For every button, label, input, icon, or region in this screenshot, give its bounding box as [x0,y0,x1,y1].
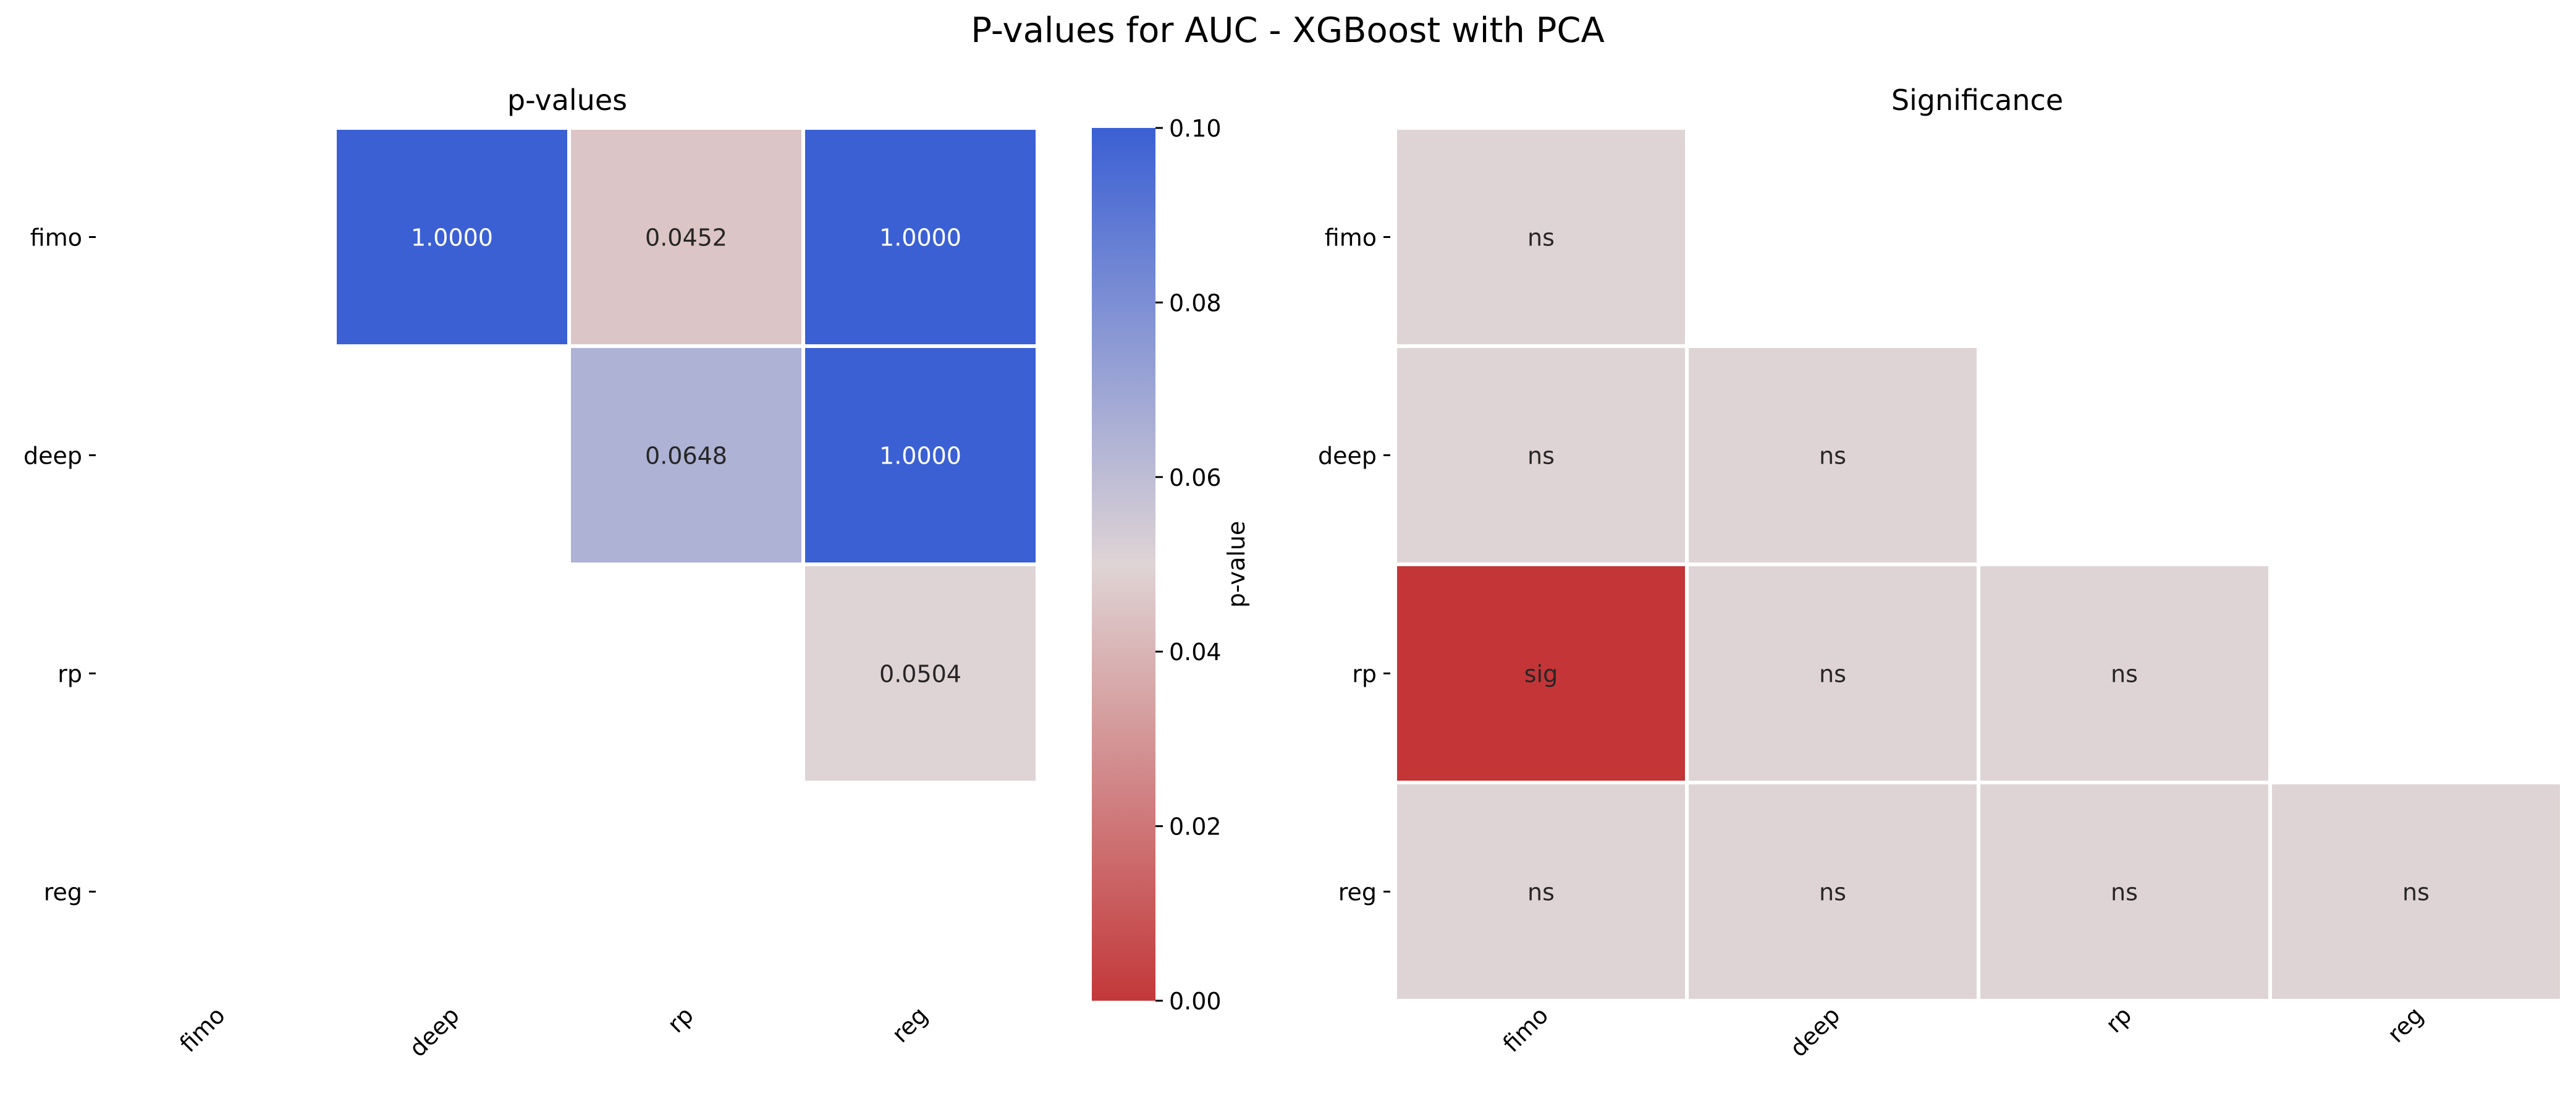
heatmap-cell [1685,562,1980,784]
colorbar-tick-label: 0.04 [1169,639,1222,666]
cell-label: 1.0000 [879,224,961,252]
y-tick-label: rp [57,661,82,688]
cell-label: ns [1819,879,1846,906]
cell-label: ns [2402,879,2430,906]
heatmap-cell [1685,781,1980,1003]
x-tick-label: fimo [174,1001,230,1058]
colorbar-tick-label: 0.10 [1169,115,1222,142]
cell-label: ns [1527,224,1555,252]
cell-label: ns [2111,879,2138,906]
heatmap-cell [1977,781,2272,1003]
colorbar-tick-label: 0.02 [1169,813,1222,841]
significance-heatmap-title: Significance [1891,83,2063,117]
x-tick-label: reg [887,1001,933,1048]
heatmap-cell [1685,344,1980,566]
cell-label: 1.0000 [411,224,493,252]
heatmap-cell [567,126,805,348]
colorbar-tick-label: 0.08 [1169,289,1222,316]
x-tick-label: deep [1784,1001,1845,1062]
colorbar-label: p-value [1223,521,1250,608]
pvalue-heatmap-title: p-values [507,83,627,117]
y-tick-label: deep [23,443,82,470]
significance-heatmap: Significance ns ns ns sig ns ns ns ns ns ns fimo d… [1318,83,2564,1063]
y-tick-label: reg [44,879,82,906]
y-tick-label: deep [1318,443,1377,470]
cell-label: 0.0452 [645,224,727,252]
heatmap-cell [2268,781,2564,1003]
cell-label: ns [1527,879,1555,906]
x-tick-label: reg [2382,1001,2428,1048]
heatmap-cell [1977,562,2272,784]
cell-label: 0.0648 [645,443,727,470]
pvalue-heatmap: p-values 1.0000 0.0452 1.0000 0.0648 1.0000 0… [23,83,1039,1063]
x-tick-label: fimo [1498,1001,1554,1058]
heatmap-cell [1393,781,1689,1003]
x-tick-label: deep [404,1001,465,1062]
y-tick-label: rp [1352,661,1377,688]
colorbar-tick-label: 0.06 [1169,464,1222,491]
cell-label: ns [1819,443,1846,470]
y-tick-label: fimo [1325,224,1377,252]
colorbar: 0.00 0.02 0.04 0.06 0.08 0.10 p-value [1092,115,1250,1015]
cell-label: 0.0504 [879,661,961,688]
figure-title: P-values for AUC - XGBoost with PCA [971,11,1605,51]
x-tick-label: rp [662,1001,699,1038]
heatmap-cell [801,562,1039,784]
heatmap-cell [1393,344,1689,566]
heatmap-cell [801,126,1039,348]
cell-label: sig [1524,661,1558,688]
x-tick-label: rp [2100,1001,2137,1038]
colorbar-gradient [1092,128,1155,1001]
cell-label: ns [1819,661,1846,688]
cell-label: ns [1527,443,1555,470]
y-tick-label: fimo [30,224,82,252]
heatmap-cell [1393,562,1689,784]
colorbar-tick-label: 0.00 [1169,988,1222,1015]
heatmap-cell [1393,126,1689,348]
y-tick-label: reg [1338,879,1377,906]
cell-label: 1.0000 [879,443,961,470]
heatmap-cell [333,126,571,348]
cell-label: ns [2111,661,2138,688]
